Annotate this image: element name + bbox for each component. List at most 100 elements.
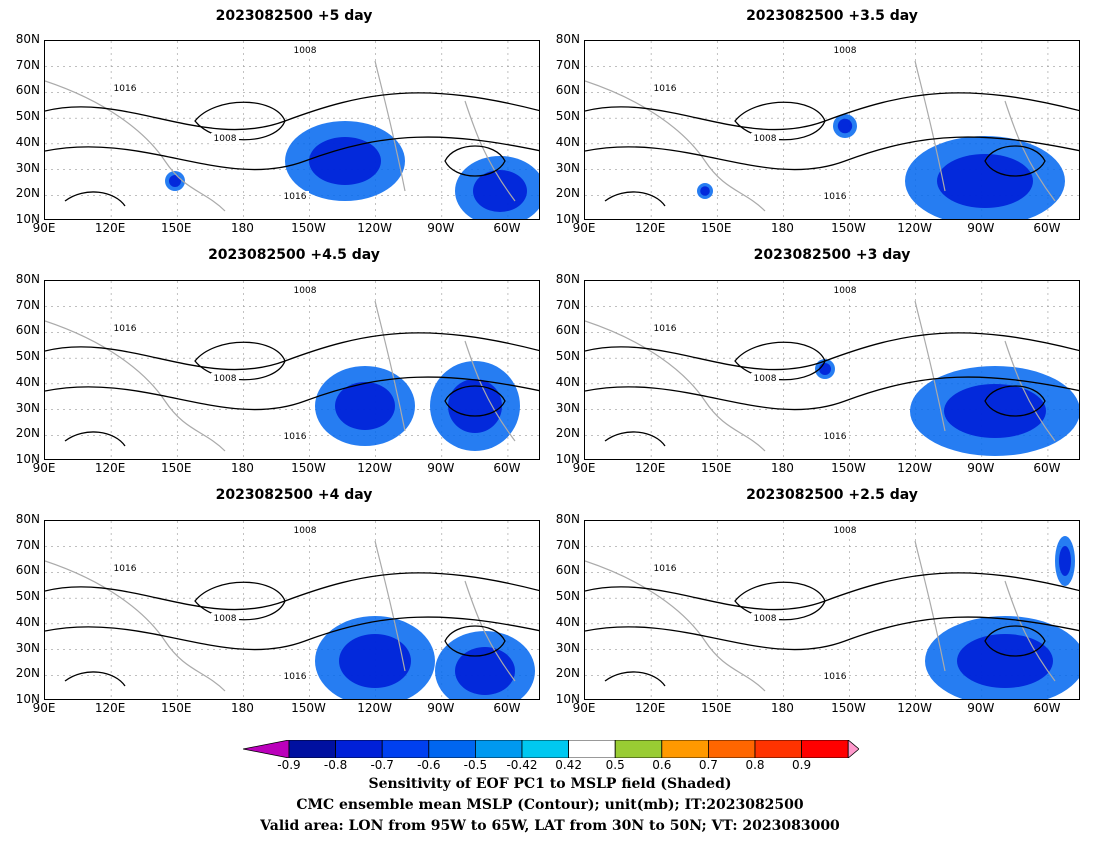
mslp-contour [585,616,1079,651]
lat-tick-label: 60N [15,563,40,578]
contour-label: 1016 [654,84,677,94]
contour-label: 1008 [294,526,317,536]
colorbar-segment [288,740,336,758]
mslp-contour [604,431,666,447]
lon-tick-label: 90W [967,221,995,235]
caption-line-3: Valid area: LON from 95W to 65W, LAT fro… [260,818,840,834]
contour-label-bg [751,373,779,384]
lon-tick-label: 150W [291,221,326,235]
lon-tick-label: 90E [572,461,596,475]
contour-label-bg [751,613,779,624]
mslp-contour [444,145,506,177]
lon-tick-label: 120W [897,461,933,475]
mslp-contour [194,341,286,381]
contour-label: 1008 [754,614,777,624]
lat-tick-label: 80N [555,512,580,526]
mslp-contour [45,572,539,611]
sensitivity-shade-core [169,175,181,187]
mslp-contour [984,385,1046,417]
mslp-contour [45,92,539,131]
map-svg-1: 1008 1016 1008 1016 [45,41,539,219]
contour-label: 1016 [114,564,137,574]
lat-tick-label: 20N [555,426,580,441]
lat-tick-label: 80N [15,272,40,286]
panel-title-1: 2023082500 +5 day [215,8,373,24]
lon-tick-label: 90E [572,701,596,715]
colorbar-triangle-right [847,740,859,758]
lat-tick-label: 20N [15,666,40,681]
lat-tick-label: 60N [15,83,40,98]
lon-tick-label: 120W [357,461,393,475]
sensitivity-shade-core [819,363,831,375]
lat-tick-label: 50N [15,109,40,124]
map-svg-5: 1008 1016 1008 1016 [45,521,539,699]
coastline [45,540,516,692]
contour-label-bg [651,323,679,334]
lat-tick-label: 80N [555,32,580,46]
lon-tick-label: 90E [32,221,56,235]
lat-tick-label: 40N [15,374,40,389]
colorbar-tick-label: 0.8 [745,758,765,772]
contour-label: 1016 [824,432,847,442]
contour-label-bg [281,191,309,202]
colorbar-segment [521,740,569,758]
lat-tick-label: 50N [555,589,580,604]
sensitivity-shade-core [473,170,527,212]
contour-label-bg [281,431,309,442]
contour-label-bg [291,45,319,56]
contour-label-bg [211,373,239,384]
lat-tick-label: 70N [555,537,580,552]
lat-tick-label: 10N [15,692,40,706]
lon-tick-label: 120W [897,701,933,715]
mslp-contour [64,191,126,207]
contour-label: 1016 [654,324,677,334]
contour-label: 1016 [824,672,847,682]
lat-tick-label: 50N [15,589,40,604]
lon-tick-label: 120E [634,701,666,715]
lat-tick-label: 10N [15,212,40,226]
lat-tick-label: 40N [555,614,580,629]
lon-tick-label: 180 [230,221,254,235]
contour-label: 1008 [214,374,237,384]
lon-tick-label: 120W [357,701,393,715]
panel-title-6: 2023082500 +2.5 day [746,487,918,503]
colorbar-segment [707,740,756,758]
contour-label-bg [111,323,139,334]
lat-tick-label: 10N [555,692,580,706]
lat-tick-label: 60N [555,563,580,578]
contour-label: 1008 [214,614,237,624]
lat-tick-label: 70N [555,297,580,312]
sensitivity-shade-core [309,137,381,185]
lat-tick-label: 70N [15,57,40,72]
panel-title-5: 2023082500 +4 day [215,487,373,503]
contour-label-bg [651,83,679,94]
mslp-contour [734,581,826,621]
colorbar-tick-label: -0.7 [370,758,394,772]
mslp-contour [194,581,286,621]
sensitivity-shade-core [700,186,710,196]
sensitivity-shade-core [837,118,853,134]
contour-label: 1008 [214,134,237,144]
lat-tick-label: 70N [555,57,580,72]
mslp-contour [585,92,1079,131]
map-panel-2: 1008 1016 1008 1016 [584,40,1080,220]
lat-tick-label: 10N [555,452,580,466]
lon-tick-label: 150W [831,221,866,235]
mslp-contour [585,572,1079,611]
contour-label-bg [831,45,859,56]
map-panel-4: 1008 1016 1008 1016 [584,280,1080,460]
lon-tick-label: 150W [291,701,326,715]
lon-tick-label: 120E [634,461,666,475]
contour-label-bg [111,563,139,574]
mslp-contour [984,145,1046,177]
contour-label-bg [831,525,859,536]
colorbar [243,740,859,758]
map-panel-1: 1008 1016 1008 1016 [44,40,540,220]
lon-tick-label: 90E [32,461,56,475]
mslp-contour [64,431,126,447]
lon-tick-label: 90E [572,221,596,235]
contour-label: 1008 [294,46,317,56]
sensitivity-shade-core [448,379,502,433]
contour-label: 1016 [654,564,677,574]
contour-label-bg [211,613,239,624]
